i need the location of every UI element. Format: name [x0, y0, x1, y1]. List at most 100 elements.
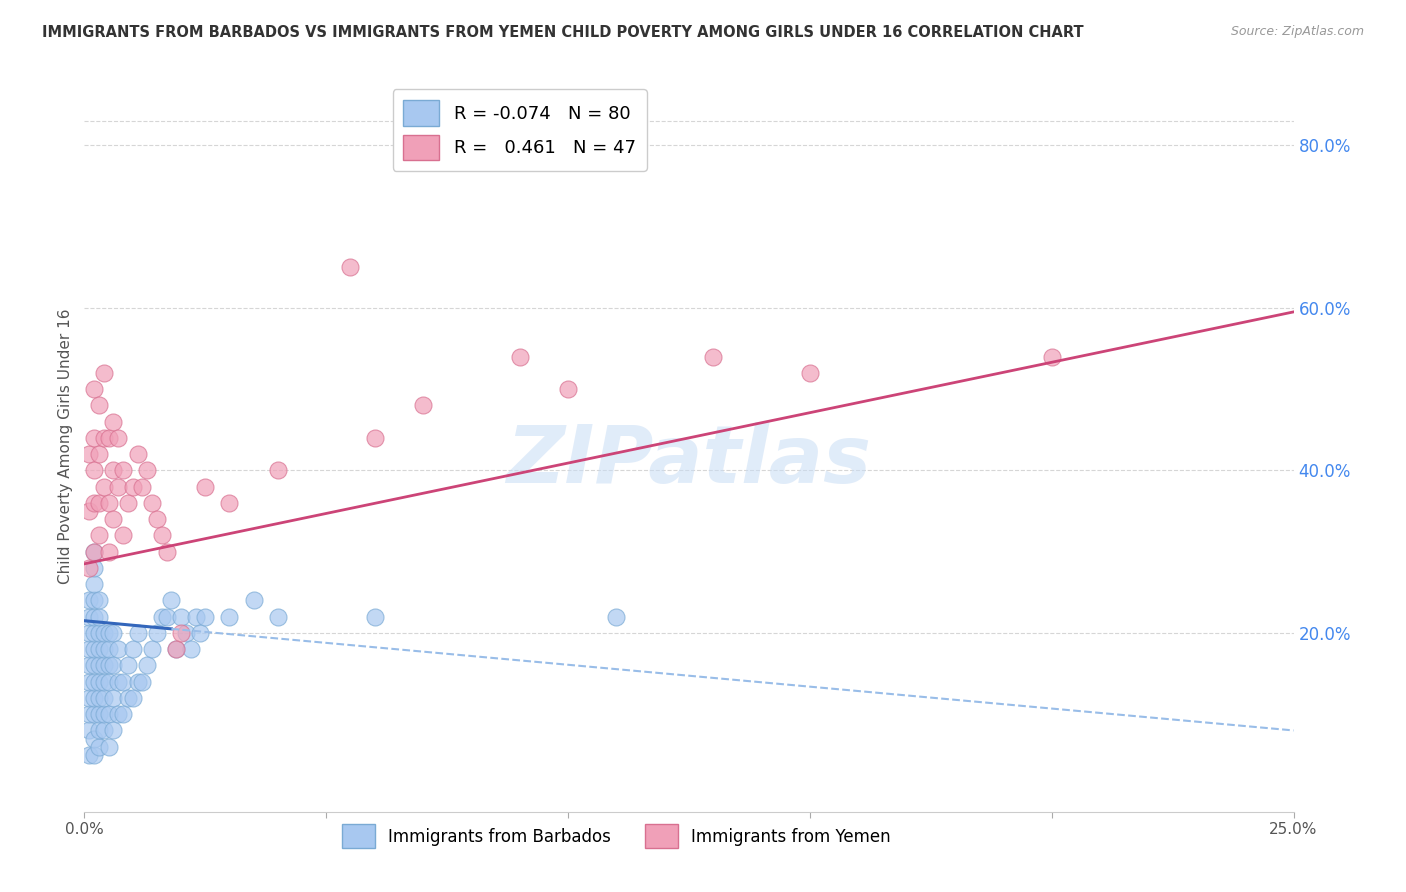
- Point: [77, 642, 100, 657]
- Point: [87, 707, 110, 722]
- Point: [77, 626, 100, 640]
- Point: [150, 528, 173, 542]
- Point: [87, 626, 110, 640]
- Point: [83, 496, 105, 510]
- Point: [146, 626, 169, 640]
- Point: [87, 658, 110, 673]
- Point: [150, 609, 173, 624]
- Point: [127, 674, 149, 689]
- Point: [93, 658, 115, 673]
- Point: [121, 690, 143, 705]
- Point: [799, 366, 821, 380]
- Point: [155, 544, 177, 558]
- Point: [77, 690, 100, 705]
- Point: [77, 658, 100, 673]
- Point: [97, 431, 120, 445]
- Point: [93, 366, 115, 380]
- Point: [97, 674, 120, 689]
- Point: [77, 504, 100, 518]
- Point: [127, 447, 149, 461]
- Point: [93, 431, 115, 445]
- Point: [184, 609, 207, 624]
- Point: [170, 609, 193, 624]
- Point: [112, 528, 135, 542]
- Point: [83, 731, 105, 746]
- Point: [218, 609, 240, 624]
- Point: [136, 463, 159, 477]
- Point: [146, 512, 169, 526]
- Point: [83, 577, 105, 591]
- Point: [557, 382, 579, 396]
- Point: [1040, 350, 1063, 364]
- Point: [93, 674, 115, 689]
- Point: [121, 480, 143, 494]
- Point: [412, 398, 434, 412]
- Point: [267, 463, 290, 477]
- Point: [190, 626, 212, 640]
- Point: [83, 674, 105, 689]
- Point: [103, 723, 125, 738]
- Point: [141, 496, 163, 510]
- Point: [218, 496, 240, 510]
- Point: [103, 626, 125, 640]
- Point: [112, 707, 135, 722]
- Point: [605, 609, 627, 624]
- Point: [107, 480, 129, 494]
- Point: [93, 626, 115, 640]
- Point: [83, 593, 105, 607]
- Point: [339, 260, 361, 275]
- Point: [194, 480, 217, 494]
- Point: [97, 544, 120, 558]
- Point: [77, 723, 100, 738]
- Point: [103, 463, 125, 477]
- Point: [87, 739, 110, 754]
- Point: [83, 561, 105, 575]
- Point: [87, 528, 110, 542]
- Point: [107, 707, 129, 722]
- Point: [83, 690, 105, 705]
- Point: [83, 463, 105, 477]
- Point: [77, 593, 100, 607]
- Text: ZIPatlas: ZIPatlas: [506, 422, 872, 500]
- Point: [194, 609, 217, 624]
- Point: [87, 447, 110, 461]
- Point: [87, 723, 110, 738]
- Point: [83, 544, 105, 558]
- Point: [267, 609, 290, 624]
- Point: [112, 463, 135, 477]
- Point: [83, 658, 105, 673]
- Point: [131, 674, 153, 689]
- Point: [83, 431, 105, 445]
- Point: [83, 544, 105, 558]
- Point: [93, 642, 115, 657]
- Point: [112, 674, 135, 689]
- Point: [87, 609, 110, 624]
- Point: [103, 512, 125, 526]
- Point: [83, 747, 105, 762]
- Point: [165, 642, 187, 657]
- Point: [155, 609, 177, 624]
- Point: [160, 593, 183, 607]
- Point: [83, 626, 105, 640]
- Point: [83, 382, 105, 396]
- Point: [136, 658, 159, 673]
- Point: [107, 431, 129, 445]
- Text: Source: ZipAtlas.com: Source: ZipAtlas.com: [1230, 25, 1364, 38]
- Point: [103, 415, 125, 429]
- Point: [121, 642, 143, 657]
- Point: [87, 398, 110, 412]
- Point: [77, 609, 100, 624]
- Point: [77, 561, 100, 575]
- Point: [117, 690, 139, 705]
- Text: IMMIGRANTS FROM BARBADOS VS IMMIGRANTS FROM YEMEN CHILD POVERTY AMONG GIRLS UNDE: IMMIGRANTS FROM BARBADOS VS IMMIGRANTS F…: [42, 25, 1084, 40]
- Point: [87, 690, 110, 705]
- Point: [97, 626, 120, 640]
- Point: [97, 658, 120, 673]
- Point: [107, 642, 129, 657]
- Point: [77, 707, 100, 722]
- Point: [87, 642, 110, 657]
- Point: [117, 658, 139, 673]
- Point: [93, 480, 115, 494]
- Point: [180, 642, 202, 657]
- Legend: Immigrants from Barbados, Immigrants from Yemen: Immigrants from Barbados, Immigrants fro…: [335, 818, 897, 855]
